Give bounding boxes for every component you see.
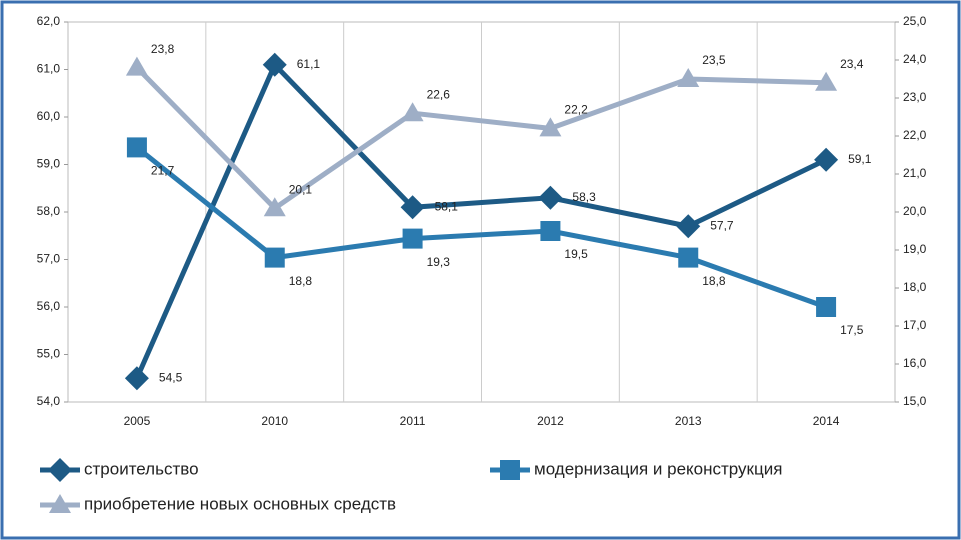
- series-line: [135, 145, 827, 310]
- point: [262, 52, 287, 77]
- point: [677, 68, 700, 87]
- data-label: 58,3: [572, 190, 596, 204]
- series-line: [134, 60, 828, 380]
- legend-marker: [500, 460, 520, 480]
- data-label: 19,5: [564, 247, 588, 261]
- y-tick-label: 62,0: [37, 14, 61, 28]
- point: [125, 56, 148, 76]
- x-tick-label: 2012: [537, 414, 564, 428]
- point: [401, 102, 424, 122]
- point: [678, 247, 699, 268]
- y2-tick-label: 18,0: [903, 280, 927, 294]
- y2-tick-label: 15,0: [903, 394, 927, 408]
- data-label: 54,5: [159, 370, 183, 384]
- y2-tick-label: 19,0: [903, 242, 927, 256]
- point: [540, 221, 561, 241]
- y-tick-label: 59,0: [37, 157, 61, 171]
- y2-tick-label: 16,0: [903, 356, 927, 370]
- y2-tick-label: 24,0: [903, 52, 927, 66]
- data-label: 59,1: [848, 152, 872, 166]
- y-tick-label: 56,0: [37, 299, 61, 313]
- point: [814, 147, 839, 172]
- y2-tick-label: 21,0: [903, 166, 927, 180]
- y-tick-label: 61,0: [37, 62, 61, 76]
- point: [538, 185, 563, 210]
- data-label: 18,8: [289, 274, 313, 288]
- data-label: 58,1: [435, 199, 459, 213]
- legend-label: модернизация и реконструкция: [534, 459, 782, 478]
- x-tick-label: 2011: [400, 414, 426, 428]
- y-tick-label: 55,0: [37, 347, 61, 361]
- data-label: 23,8: [151, 42, 175, 56]
- y2-tick-label: 20,0: [903, 204, 927, 218]
- point: [264, 247, 285, 268]
- point: [400, 195, 425, 220]
- legend-label: строительство: [84, 459, 199, 478]
- legend-marker: [48, 458, 72, 482]
- point: [816, 297, 837, 317]
- data-label: 22,6: [427, 87, 451, 101]
- y-tick-label: 54,0: [37, 394, 61, 408]
- x-tick-label: 2010: [261, 414, 288, 428]
- data-label: 21,7: [151, 164, 175, 178]
- data-label: 20,1: [289, 182, 313, 196]
- point: [124, 366, 149, 391]
- data-label: 57,7: [710, 218, 734, 232]
- data-label: 17,5: [840, 323, 864, 337]
- data-label: 18,8: [702, 274, 726, 288]
- y-tick-label: 57,0: [37, 252, 61, 266]
- x-tick-label: 2013: [675, 414, 702, 428]
- series-line: [135, 65, 827, 212]
- x-tick-label: 2005: [124, 414, 151, 428]
- data-label: 19,3: [427, 255, 451, 269]
- data-label: 23,5: [702, 53, 726, 67]
- y2-tick-label: 17,0: [903, 318, 927, 332]
- legend-label: приобретение новых основных средств: [84, 494, 396, 513]
- point: [402, 228, 423, 249]
- y-tick-label: 60,0: [37, 109, 61, 123]
- point: [676, 214, 701, 239]
- point: [539, 117, 562, 137]
- y2-tick-label: 23,0: [903, 90, 927, 104]
- point: [263, 197, 286, 217]
- data-label: 61,1: [297, 57, 321, 71]
- y2-tick-label: 22,0: [903, 128, 927, 142]
- data-label: 22,2: [564, 103, 588, 117]
- x-tick-label: 2014: [813, 414, 840, 428]
- point: [126, 137, 147, 158]
- y-tick-label: 58,0: [37, 204, 61, 218]
- legend-marker: [49, 494, 71, 513]
- y2-tick-label: 25,0: [903, 14, 927, 28]
- data-label: 23,4: [840, 57, 864, 71]
- point: [815, 71, 838, 91]
